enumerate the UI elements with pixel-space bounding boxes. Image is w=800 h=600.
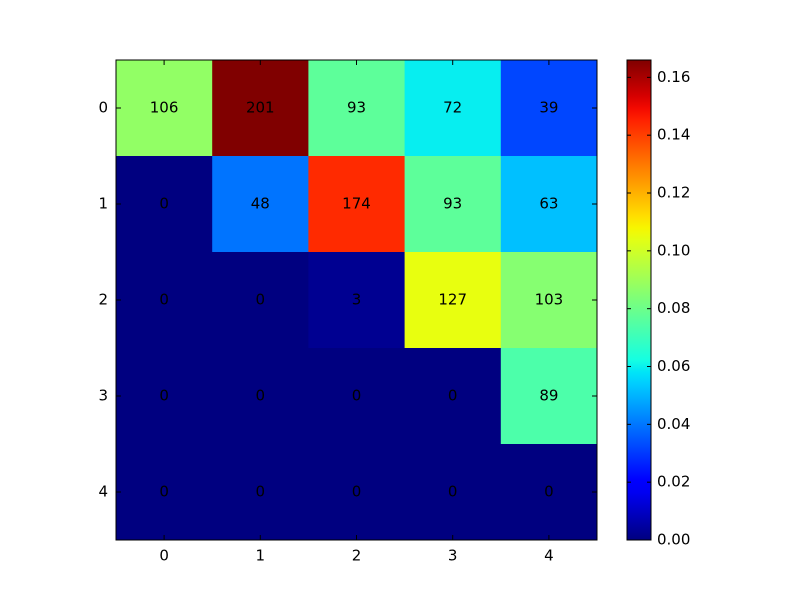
cell-label: 106 — [150, 99, 179, 117]
cell-label: 93 — [443, 195, 462, 213]
colorbar-tick-label: 0.04 — [657, 415, 690, 433]
x-tick-label: 4 — [544, 547, 554, 565]
heatmap-cell — [500, 444, 598, 541]
heatmap-cell — [404, 348, 502, 445]
cell-label: 174 — [342, 195, 371, 213]
colorbar-tick-label: 0.16 — [657, 68, 690, 86]
x-tick-label: 0 — [159, 547, 169, 565]
cell-label: 48 — [251, 195, 270, 213]
y-tick-label: 1 — [98, 195, 108, 213]
cell-label: 0 — [159, 291, 169, 309]
cell-label: 0 — [256, 291, 266, 309]
heatmap-cell — [500, 60, 598, 157]
cell-label: 0 — [159, 387, 169, 405]
cell-label: 0 — [448, 483, 458, 501]
heatmap-cell — [308, 60, 406, 157]
cell-label: 103 — [535, 291, 564, 309]
cell-label: 63 — [539, 195, 558, 213]
heatmap-cell — [404, 444, 502, 541]
heatmap-cell — [404, 156, 502, 253]
y-tick-label: 2 — [98, 291, 108, 309]
cell-label: 0 — [352, 483, 362, 501]
cell-label: 0 — [544, 483, 554, 501]
heatmap-cell — [116, 252, 213, 349]
heatmap-cell — [404, 60, 502, 157]
heatmap-cell — [116, 60, 213, 157]
y-tick-label: 0 — [98, 99, 108, 117]
x-tick-label: 1 — [256, 547, 266, 565]
heatmap-cell — [212, 444, 309, 541]
colorbar-tick-label: 0.02 — [657, 473, 690, 491]
heatmap-cell — [116, 348, 213, 445]
colorbar-tick-label: 0.00 — [657, 531, 690, 549]
cell-label: 39 — [539, 99, 558, 117]
cell-label: 0 — [159, 195, 169, 213]
heatmap-cell — [308, 252, 406, 349]
cell-label: 201 — [246, 99, 275, 117]
heatmap-cell — [500, 252, 598, 349]
heatmap-cell — [212, 156, 309, 253]
colorbar — [626, 59, 652, 541]
cell-label: 0 — [352, 387, 362, 405]
heatmap-cell — [404, 252, 502, 349]
cell-label: 93 — [347, 99, 366, 117]
cell-label: 72 — [443, 99, 462, 117]
heatmap-cell — [212, 252, 309, 349]
cell-label: 0 — [256, 483, 266, 501]
x-tick-label: 3 — [448, 547, 458, 565]
heatmap-cell — [500, 156, 598, 253]
y-tick-label: 3 — [98, 387, 108, 405]
cell-label: 0 — [256, 387, 266, 405]
cell-label: 0 — [448, 387, 458, 405]
colorbar-tick-label: 0.08 — [657, 299, 690, 317]
heatmap-cell — [116, 444, 213, 541]
cell-label: 3 — [352, 291, 362, 309]
heatmap-cell — [308, 348, 406, 445]
heatmap-cell — [212, 60, 309, 157]
heatmap-cell — [308, 156, 406, 253]
x-tick-label: 2 — [352, 547, 362, 565]
cell-label: 0 — [159, 483, 169, 501]
cell-label: 89 — [539, 387, 558, 405]
cell-label: 127 — [438, 291, 467, 309]
colorbar-tick-label: 0.10 — [657, 241, 690, 259]
y-tick-label: 4 — [98, 483, 108, 501]
heatmap-cell — [500, 348, 598, 445]
heatmap-cell — [116, 156, 213, 253]
heatmap-cell — [308, 444, 406, 541]
heatmap-cell — [212, 348, 309, 445]
colorbar-tick-label: 0.12 — [657, 184, 690, 202]
colorbar-tick-label: 0.14 — [657, 126, 690, 144]
colorbar-tick-label: 0.06 — [657, 357, 690, 375]
